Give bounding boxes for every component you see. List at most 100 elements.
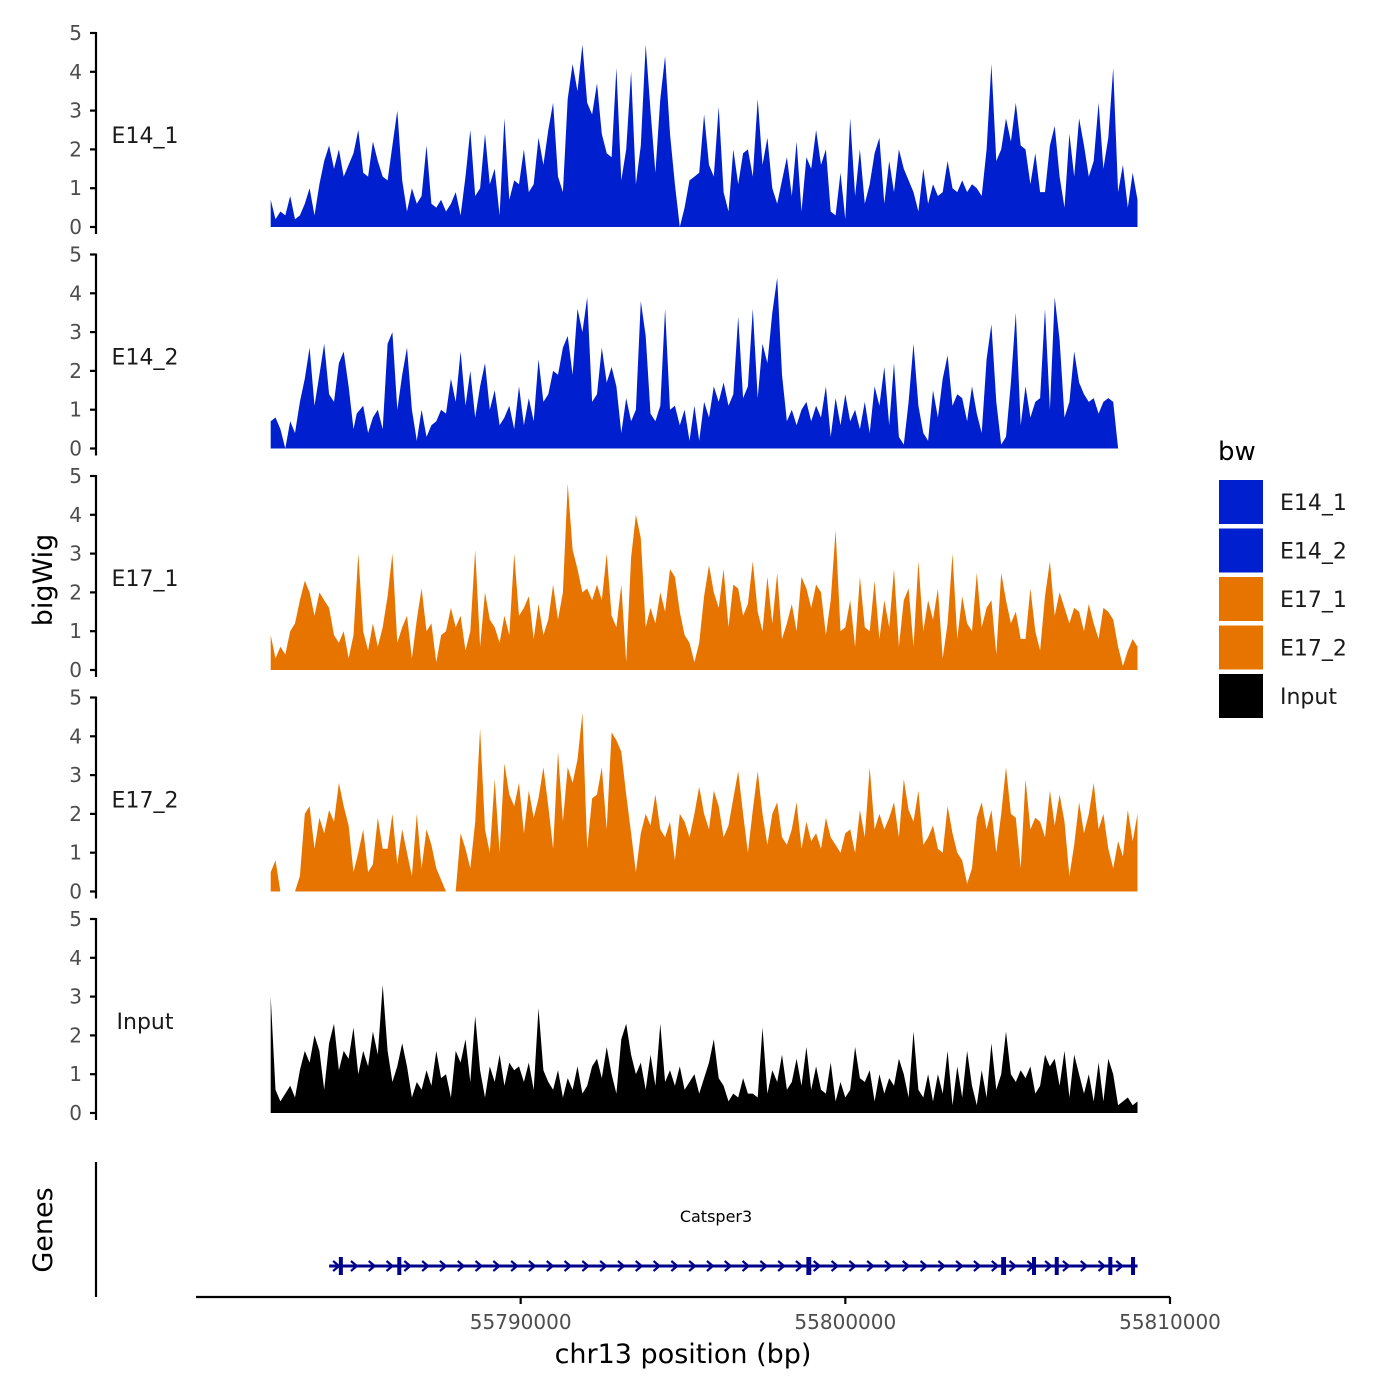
y-tick-label: 4 [69,946,82,970]
y-tick-label: 2 [69,802,82,826]
gene-exon [1054,1257,1059,1275]
strand-arrow [368,1260,377,1272]
y-axis-title: bigWig [28,534,59,627]
strand-arrow [1062,1260,1071,1272]
y-tick-label: 3 [69,763,82,787]
gene-exon [338,1257,343,1275]
y-tick-label: 2 [69,1023,82,1047]
legend-items: E14_1 E14_2 E17_1 E17_2 Input [1219,480,1347,718]
strand-arrow [759,1260,769,1272]
track-e14-2: 0 1 2 3 4 5 E14_2 [69,243,1119,461]
gene-label: Catsper3 [680,1207,752,1226]
strand-arrow [741,1260,751,1272]
area-series-input [270,985,1138,1113]
strand-arrow [902,1260,911,1272]
y-tick-label: 0 [69,880,82,904]
strand-arrow [777,1260,786,1272]
gene-exon [1001,1257,1007,1275]
strand-arrow [848,1260,858,1272]
strand-arrow [581,1260,591,1272]
strand-arrow [830,1260,840,1272]
strand-arrow [1097,1260,1107,1272]
strand-arrow [724,1260,733,1272]
y-tick-label: 3 [69,320,82,344]
y-tick-label: 4 [69,724,82,748]
gene-exon [806,1257,812,1275]
strand-arrow [937,1260,947,1272]
area-series-e14-2 [270,277,1119,449]
y-tick-label: 1 [69,841,82,865]
y-tick-label: 3 [69,99,82,123]
genes-axis-title: Genes [28,1187,59,1272]
y-tick-label: 4 [69,503,82,527]
strand-arrow [1080,1260,1089,1272]
strand-arrow [919,1260,929,1272]
track-label-e14-2: E14_2 [112,346,179,371]
x-tick-label: 55800000 [794,1310,896,1334]
legend-swatch-e14-2 [1219,528,1263,573]
strand-arrow [474,1260,484,1272]
y-tick-label: 2 [69,137,82,161]
y-tick-label: 0 [69,437,82,461]
legend-swatch-e17-1 [1219,577,1263,621]
legend-swatch-e17-2 [1219,625,1263,670]
gene-exon [1108,1257,1113,1275]
x-axis-title: chr13 position (bp) [555,1339,812,1370]
y-tick-label: 5 [69,907,82,931]
strand-arrow [706,1260,715,1272]
strand-arrow [1044,1260,1053,1272]
strand-arrow [510,1260,519,1272]
y-tick-label: 5 [69,686,82,710]
y-tick-label: 5 [69,243,82,267]
legend-swatch-input [1219,674,1263,718]
track-e14-1: 0 1 2 3 4 5 E14_1 [69,21,1138,239]
strand-arrow [528,1260,537,1272]
strand-arrow [635,1260,644,1272]
strand-arrow [795,1260,804,1272]
y-tick-label: 1 [69,176,82,200]
x-tick-label: 55810000 [1119,1310,1221,1334]
legend-title: bw [1218,437,1256,467]
y-tick-label: 3 [69,985,82,1009]
area-series-e17-2 [270,713,1138,892]
strand-arrow [492,1260,502,1272]
strand-arrow [439,1260,448,1272]
legend-label-e14-2: E14_2 [1280,540,1347,565]
y-tick-label: 5 [69,464,82,488]
track-label-e17-1: E17_1 [112,567,179,592]
gene-model [329,1257,1138,1275]
legend-label-e17-1: E17_1 [1280,588,1347,613]
strand-arrow [866,1260,875,1272]
track-label-e14-1: E14_1 [112,124,179,149]
strand-arrow [955,1260,964,1272]
track-e17-2: 0 1 2 3 4 5 E17_2 [69,686,1138,904]
strand-arrow [563,1260,573,1272]
strand-arrow [1115,1260,1125,1272]
strand-arrow [457,1260,466,1272]
legend-label-e14-1: E14_1 [1280,491,1347,516]
y-tick-label: 4 [69,60,82,84]
y-tick-label: 1 [69,1062,82,1086]
strand-arrow [617,1260,626,1272]
strand-arrow [670,1260,680,1272]
strand-arrow [813,1260,822,1272]
strand-arrow [421,1260,430,1272]
x-axis: 55790000 55800000 55810000 chr13 position … [196,1295,1221,1370]
gene-exon [1032,1257,1037,1275]
y-tick-label: 2 [69,580,82,604]
y-tick-label: 3 [69,542,82,566]
legend-label-e17-2: E17_2 [1280,637,1347,662]
y-tick-label: 2 [69,359,82,383]
strand-arrow [385,1260,395,1272]
track-e17-1: 0 1 2 3 4 5 E17_1 [69,464,1138,682]
genes-panel: Genes Catsper3 [28,1162,1138,1297]
x-tick-label: 55790000 [470,1310,572,1334]
gene-exon [397,1257,402,1275]
strand-arrow [1008,1260,1018,1272]
area-series-e17-1 [270,483,1138,670]
strand-arrow [350,1260,359,1272]
strand-arrow [652,1260,662,1272]
signal-tracks: 0 1 2 3 4 5 E14_1 0 1 2 3 4 5 E14_2 0 1 2 3 4 5 E17_1 0 1 2 3 4 5 E… [69,21,1138,1125]
y-tick-label: 0 [69,1101,82,1125]
